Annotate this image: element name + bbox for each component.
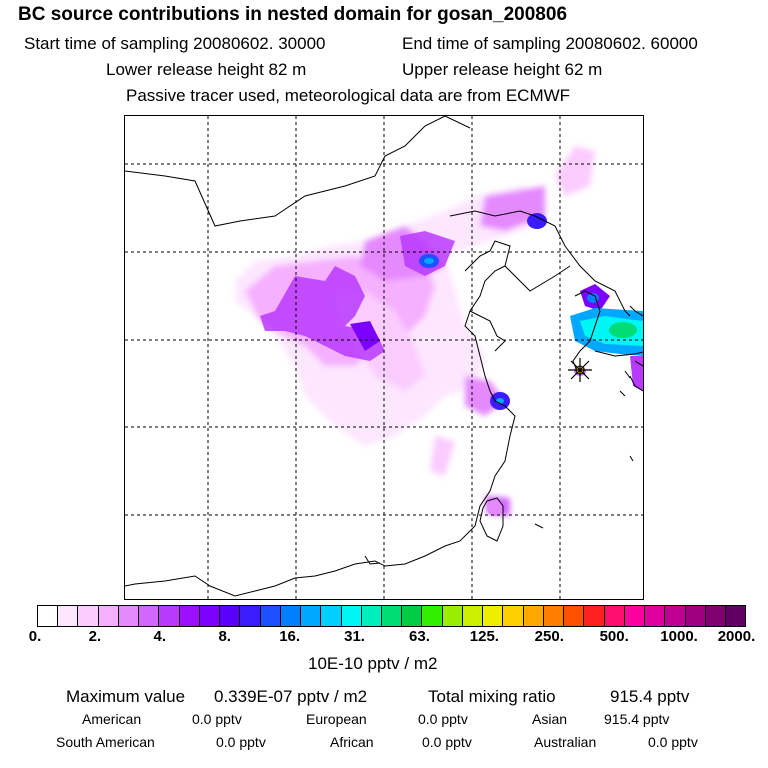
colorbar-swatch (78, 606, 99, 626)
lower-release-height-text: Lower release height 82 m (106, 60, 307, 79)
region-american-value: 0.0 pptv (192, 711, 242, 727)
colorbar-swatch (705, 606, 726, 626)
colorbar-tick-label: 0. (28, 628, 42, 645)
colorbar-swatch (139, 606, 160, 626)
receptor-star-icon (568, 358, 592, 382)
colorbar-tick-label: 125. (469, 628, 499, 645)
colorbar-swatch (301, 606, 322, 626)
colorbar-swatch (725, 606, 746, 626)
colorbar-swatch (483, 606, 504, 626)
colorbar-swatch (422, 606, 443, 626)
max-value-label: Maximum value (66, 687, 186, 706)
colorbar-swatch (442, 606, 463, 626)
region-american-label: American (82, 711, 142, 727)
region-australian-label: Australian (534, 734, 597, 750)
colorbar-tick-label: 8. (218, 628, 231, 645)
colorbar-swatch (38, 606, 59, 626)
colorbar-swatch (179, 606, 200, 626)
region-asian-label: Asian (532, 711, 568, 727)
colorbar-tick-label: 63. (409, 628, 430, 645)
total-mixing-ratio-label: Total mixing ratio (428, 687, 556, 706)
colorbar-swatch (543, 606, 565, 626)
colorbar-swatch (220, 606, 241, 626)
colorbar-swatch (341, 606, 362, 626)
colorbar-swatch (604, 606, 625, 626)
map-canvas (125, 116, 643, 599)
region-australian-value: 0.0 pptv (648, 734, 698, 750)
total-mixing-ratio-value: 915.4 pptv (610, 687, 690, 706)
colorbar-swatch (624, 606, 646, 626)
region-european-label: European (306, 711, 367, 727)
plot-title: BC source contributions in nested domain… (18, 4, 568, 25)
colorbar-swatch (665, 606, 686, 626)
region-african-label: African (330, 734, 374, 750)
colorbar-swatch (685, 606, 706, 626)
colorbar-swatch (645, 606, 666, 626)
colorbar-swatch (118, 606, 140, 626)
colorbar-swatch (523, 606, 544, 626)
colorbar-units: 10E-10 pptv / m2 (308, 654, 438, 673)
region-european-value: 0.0 pptv (418, 711, 468, 727)
region-asian-value: 915.4 pptv (604, 711, 670, 727)
colorbar-tick-labels: 0. 2. 4. 8. 16. 31. 63. 125. 250. 500. 1000. 2000. (0, 628, 768, 648)
colorbar-swatch (280, 606, 302, 626)
colorbar-swatch (58, 606, 79, 626)
start-time-text: Start time of sampling 20080602. 30000 (24, 34, 326, 53)
max-value: 0.339E-07 pptv / m2 (214, 687, 368, 706)
colorbar-tick-label: 16. (279, 628, 301, 645)
colorbar-swatch (260, 606, 281, 626)
colorbar-swatch (321, 606, 342, 626)
colorbar-tick-label: 4. (153, 628, 167, 645)
colorbar-swatch (381, 606, 403, 626)
concentration-hotspots (260, 213, 643, 516)
colorbar-swatch (462, 606, 484, 626)
region-south-american-label: South American (56, 734, 155, 750)
map-panel (124, 115, 644, 600)
colorbar-swatch (98, 606, 119, 626)
colorbar-swatch (402, 606, 423, 626)
colorbar-tick-label: 2. (88, 628, 102, 645)
colorbar-tick-label: 1000. (660, 628, 698, 645)
colorbar-swatch (159, 606, 180, 626)
colorbar (37, 605, 746, 627)
colorbar-swatch (503, 606, 524, 626)
region-african-value: 0.0 pptv (422, 734, 472, 750)
upper-release-height-text: Upper release height 62 m (402, 60, 603, 79)
colorbar-swatch (564, 606, 585, 626)
colorbar-swatch (199, 606, 221, 626)
end-time-text: End time of sampling 20080602. 60000 (402, 34, 698, 53)
colorbar-tick-label: 31. (344, 628, 365, 645)
lat-lon-grid (125, 116, 643, 599)
tracer-note-text: Passive tracer used, meteorological data… (126, 86, 571, 105)
colorbar-swatch (584, 606, 605, 626)
colorbar-tick-label: 2000. (717, 628, 756, 645)
colorbar-swatch (361, 606, 382, 626)
colorbar-swatch (240, 606, 261, 626)
region-south-american-value: 0.0 pptv (216, 734, 266, 750)
colorbar-tick-label: 250. (534, 628, 564, 645)
colorbar-tick-label: 500. (599, 628, 629, 645)
